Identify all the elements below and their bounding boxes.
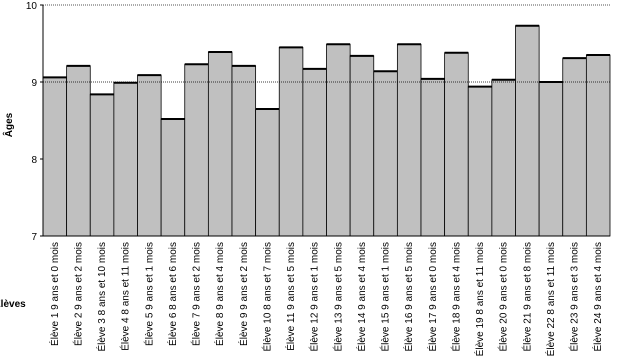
y-tick-label: 7 (31, 232, 37, 243)
y-tick-label: 8 (31, 155, 37, 166)
x-tick-label: Élève 2 9 ans et 2 mois (71, 242, 84, 346)
bar (420, 78, 446, 237)
bar (326, 43, 351, 237)
x-tick-label: Élève 23 9 ans et 3 mois (568, 242, 581, 352)
bar (89, 93, 115, 237)
x-tick-label: Élève 4 8 ans et 11 mois (119, 242, 132, 351)
x-tick-label: Élève 13 9 ans et 5 mois (331, 242, 344, 352)
bar (255, 108, 280, 237)
x-tick-label: Élève 5 9 ans et 1 mois (142, 242, 155, 346)
bar (515, 25, 540, 237)
y-tick-label: 9 (31, 78, 37, 89)
x-tick-label: Élève 1 9 ans et 0 mois (48, 242, 61, 346)
x-tick-label: Élève 12 9 ans et 1 mois (308, 242, 321, 352)
bar (207, 51, 233, 237)
bar (444, 52, 469, 237)
y-tick-label: 10 (26, 1, 38, 12)
bar (113, 82, 138, 237)
x-tick-label: Élève 15 9 ans et 1 mois (379, 242, 392, 352)
bar (467, 86, 493, 237)
bar (538, 81, 564, 237)
bar (137, 74, 162, 237)
x-tick-label: Élève 21 9 ans et 8 mois (520, 242, 533, 352)
x-tick-label: Élève 20 9 ans et 0 mois (497, 242, 510, 352)
x-tick-label: Élève 22 8 ans et 11 mois (544, 242, 557, 356)
x-axis-label: Élèves (0, 297, 26, 310)
x-tick-label: Élève 9 9 ans et 2 mois (237, 242, 250, 346)
x-tick-label: Élève 24 9 ans et 4 mois (591, 242, 604, 352)
x-tick-label: Élève 11 9 ans et 5 mois (284, 242, 297, 351)
x-tick-label: Élève 17 9 ans et 0 mois (426, 242, 439, 352)
x-tick-label: Élève 10 8 ans et 7 mois (260, 242, 273, 352)
bar (184, 63, 209, 237)
bar (349, 55, 375, 237)
x-tick-label: Élève 16 9 ans et 5 mois (402, 242, 415, 352)
bar (373, 70, 398, 237)
x-tick-label: Élève 8 9 ans et 4 mois (213, 242, 226, 346)
bar (491, 79, 516, 237)
bar (160, 118, 186, 237)
x-tick-label: Élève 3 8 ans et 10 mois (95, 242, 108, 352)
x-tick-label: Élève 14 9 ans et 4 mois (355, 242, 368, 352)
x-tick-label: Élève 18 9 ans et 4 mois (449, 242, 462, 352)
y-axis-label: Âges (2, 112, 15, 137)
x-tick-label: Élève 7 9 ans et 2 mois (190, 242, 203, 346)
bar (66, 65, 91, 237)
bar (562, 57, 587, 237)
bar (42, 76, 68, 237)
x-tick-label: Élève 19 8 ans et 11 mois (473, 242, 486, 356)
bar (396, 43, 422, 237)
bar (231, 65, 257, 237)
bar (302, 68, 327, 237)
x-tick-label: Élève 6 8 ans et 6 mois (166, 242, 179, 346)
bar (278, 46, 304, 237)
